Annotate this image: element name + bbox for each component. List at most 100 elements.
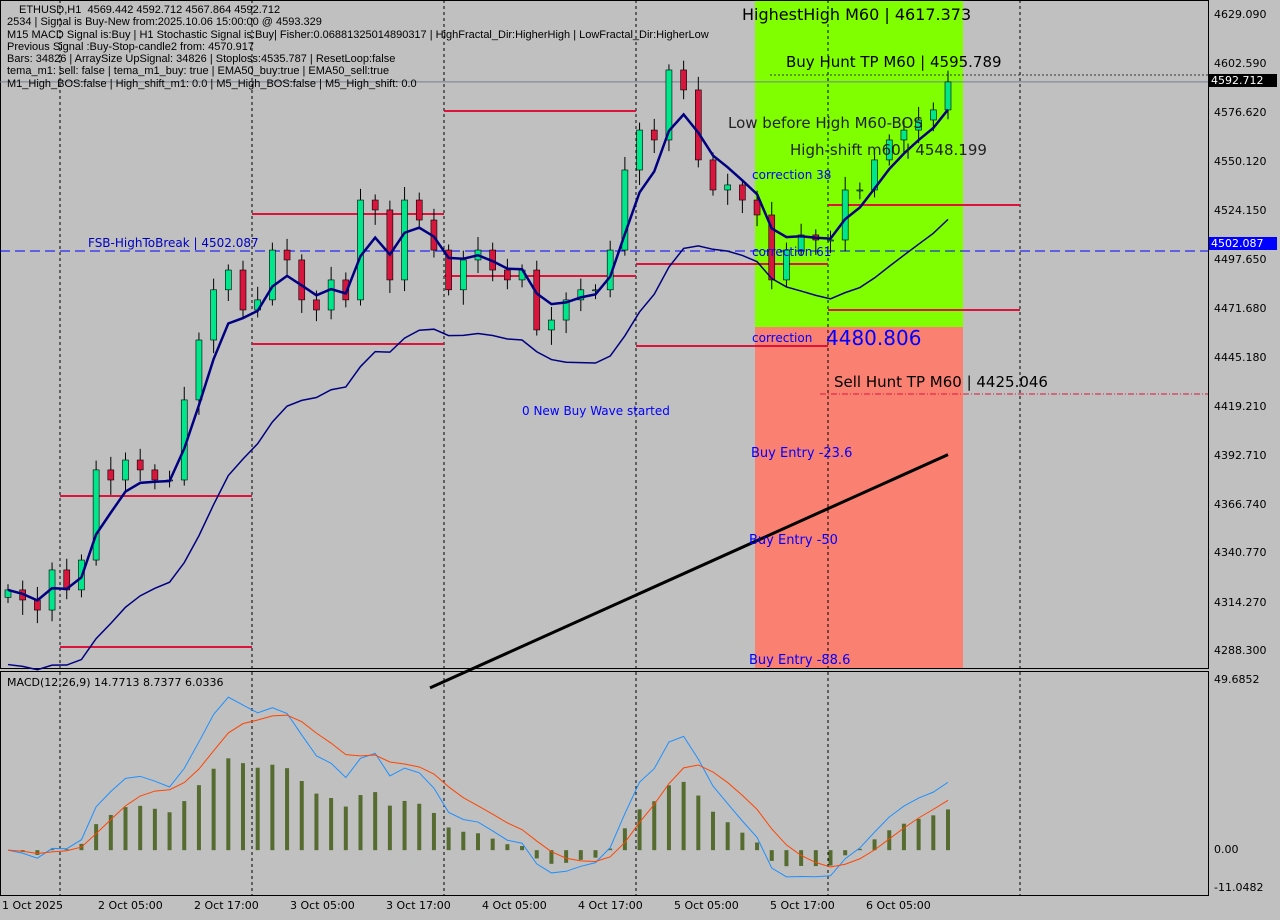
candle-body — [225, 269, 232, 291]
macd-histogram-bar — [108, 814, 113, 851]
candle-body — [797, 234, 805, 251]
macd-histogram-bar — [314, 793, 319, 851]
correction-61-label: correction 61 — [752, 245, 832, 259]
macd-histogram-bar — [711, 811, 715, 851]
ema-fast-line — [7, 108, 949, 602]
candle-body — [195, 339, 203, 401]
macd-histogram-bar — [343, 806, 348, 851]
macd-histogram-bar — [255, 767, 260, 851]
macd-histogram-bar — [740, 832, 745, 851]
macd-histogram-bar — [637, 809, 642, 851]
correction-price-label: 4480.806 — [826, 326, 922, 350]
fsb-price-tag: 4502.087 — [1209, 237, 1277, 250]
macd-frame — [0, 671, 1209, 896]
candle-body — [636, 129, 643, 171]
macd-histogram-bar — [857, 848, 862, 851]
macd-histogram-bar — [666, 785, 671, 851]
candle-body — [827, 239, 834, 242]
candle-body — [930, 109, 937, 121]
price-tick-label: 4471.680 — [1214, 301, 1267, 315]
macd-histogram-bar — [887, 830, 892, 851]
time-tick-label: 1 Oct 2025 — [2, 899, 64, 912]
macd-histogram-bar — [50, 849, 55, 851]
macd-histogram-bar — [64, 849, 69, 851]
macd-signal-line — [7, 714, 949, 868]
low-before-high-label: Low before High M60-BOS — [728, 114, 923, 132]
candle-body — [151, 469, 159, 481]
symbol-ohlc: ETHUSD,H1 4569.442 4592.712 4567.864 459… — [19, 4, 281, 16]
sell-zone — [755, 327, 963, 668]
candle-body — [695, 89, 702, 161]
macd-tick-label: -11.0482 — [1214, 881, 1264, 894]
price-tick-label: 4576.620 — [1214, 105, 1267, 119]
macd-histogram-bar — [182, 801, 187, 851]
macd-histogram-bar — [123, 807, 128, 851]
buy-hunt-tp-label: Buy Hunt TP M60 | 4595.789 — [786, 53, 1002, 71]
macd-histogram-bar — [622, 828, 627, 851]
macd-histogram-bar — [578, 850, 583, 860]
macd-histogram-bar — [299, 781, 304, 851]
macd-line — [7, 696, 949, 878]
macd-histogram-bar — [799, 850, 804, 866]
macd-histogram-bar — [946, 809, 950, 851]
macd-histogram-bar — [211, 768, 216, 851]
macd-histogram-bar — [549, 850, 554, 864]
price-tick-label: 4497.650 — [1214, 253, 1267, 267]
candle-body — [915, 119, 922, 131]
candle-body — [577, 289, 585, 301]
price-tick-label: 4288.300 — [1214, 644, 1267, 657]
macd-histogram-bar — [931, 815, 936, 851]
macd-histogram-bar — [725, 822, 730, 851]
candle-body — [327, 279, 335, 311]
macd-histogram-bar — [755, 842, 760, 851]
macd-histogram-bar — [593, 850, 598, 858]
candle-body — [504, 269, 511, 281]
candle-body — [650, 129, 658, 141]
candle-body — [783, 249, 790, 281]
candle-body — [460, 259, 467, 291]
candle-body — [298, 259, 306, 301]
candle-body — [210, 289, 217, 341]
candle-body — [371, 199, 379, 211]
time-tick-label: 4 Oct 17:00 — [578, 899, 643, 912]
main-frame — [0, 0, 1209, 669]
time-tick-label: 3 Oct 05:00 — [290, 899, 355, 912]
macd-histogram-bar — [285, 768, 290, 851]
price-tick-label: 4629.090 — [1214, 8, 1267, 21]
macd-histogram-bar — [784, 850, 789, 867]
candle-body — [548, 319, 555, 331]
price-tick-label: 4419.210 — [1214, 399, 1267, 413]
candle-body — [122, 459, 129, 481]
info-line: M15 MACD Signal is:Buy | H1 Stochastic S… — [7, 28, 709, 41]
macd-histogram-bar — [196, 785, 201, 851]
candle-body — [562, 299, 570, 321]
macd-tick-label: 49.6852 — [1214, 673, 1260, 686]
macd-histogram-bar — [769, 850, 774, 861]
macd-histogram-bar — [872, 839, 877, 851]
macd-histogram-bar — [138, 805, 143, 851]
macd-tick-label: 0.00 — [1214, 843, 1239, 857]
macd-histogram-bar — [534, 850, 539, 859]
candle-body — [709, 159, 717, 191]
ema-mid-line — [7, 218, 949, 671]
price-tick-label: 4550.120 — [1214, 155, 1267, 169]
correction-label: correction — [752, 331, 813, 345]
ema-slow-line — [429, 453, 949, 690]
macd-histogram-bar — [387, 805, 392, 851]
candle-body — [136, 459, 144, 471]
candle-body — [239, 269, 247, 311]
macd-histogram-bar — [490, 838, 495, 851]
macd-histogram-bar — [916, 818, 921, 851]
info-line: tema_m1: sell: false | tema_m1_buy: true… — [7, 65, 390, 78]
candle-body — [768, 214, 776, 281]
time-tick-label: 6 Oct 05:00 — [866, 899, 931, 912]
info-line: Bars: 34826 | ArraySize UpSignal: 34826 … — [7, 53, 396, 66]
candle-body — [401, 199, 408, 281]
macd-histogram-bar — [270, 764, 275, 851]
time-tick-label: 5 Oct 17:00 — [770, 899, 835, 912]
price-tick-label: 4340.770 — [1214, 546, 1267, 560]
macd-histogram-bar — [608, 848, 613, 851]
sell-hunt-tp-label: Sell Hunt TP M60 | 4425.046 — [834, 373, 1048, 391]
time-tick-label: 3 Oct 17:00 — [386, 899, 451, 912]
